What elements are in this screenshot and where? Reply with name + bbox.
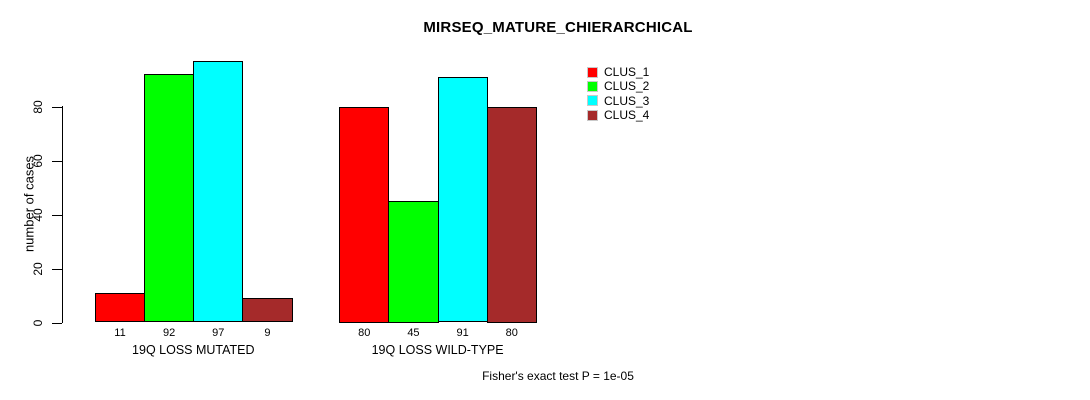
bar-clus_4-group1	[242, 298, 293, 323]
bar-clus_1-group2	[339, 106, 390, 323]
legend-item: CLUS_2	[587, 80, 649, 92]
y-tick-mark	[52, 322, 62, 324]
bar-value-label: 97	[212, 327, 225, 339]
bar-value-label: 80	[505, 327, 518, 339]
y-tick-mark	[52, 106, 62, 108]
legend-swatch-clus_3	[587, 95, 598, 107]
bar-value-label: 9	[264, 327, 271, 339]
legend-item-label: CLUS_1	[604, 65, 650, 79]
bar-clus_2-group1	[144, 74, 195, 323]
y-tick-label: 80	[31, 99, 45, 114]
bar-clus_1-group1	[95, 292, 146, 323]
legend-swatch-clus_2	[587, 80, 598, 92]
y-tick-mark	[52, 214, 62, 216]
category-label: 19Q LOSS WILD-TYPE	[371, 343, 504, 357]
y-tick-mark	[52, 268, 62, 270]
legend-item-label: CLUS_2	[604, 79, 650, 94]
bar-value-label: 92	[163, 327, 176, 339]
legend-item-label: CLUS_4	[604, 108, 650, 123]
fisher-test-annotation: Fisher's exact test P = 1e-05	[482, 369, 634, 383]
legend-swatch-clus_1	[587, 66, 598, 78]
y-tick-label: 40	[31, 207, 45, 222]
category-label: 19Q LOSS MUTATED	[132, 343, 255, 357]
bar-clus_3-group1	[193, 60, 244, 323]
bar-clus_2-group2	[388, 201, 439, 323]
legend-item: CLUS_4	[587, 109, 649, 121]
y-tick-mark	[52, 160, 62, 162]
bar-value-label: 45	[407, 327, 420, 339]
y-tick-label: 60	[31, 153, 45, 168]
y-tick-label: 20	[31, 261, 45, 276]
legend-swatch-clus_4	[587, 109, 598, 121]
chart-title: MIRSEQ_MATURE_CHIERARCHICAL	[423, 19, 693, 36]
legend-item-label: CLUS_3	[604, 93, 650, 108]
y-axis-label: number of cases	[21, 155, 37, 253]
bar-clus_4-group2	[486, 106, 537, 323]
bar-clus_3-group2	[437, 76, 488, 323]
bar-value-label: 11	[114, 327, 126, 339]
y-axis-line	[62, 106, 63, 323]
y-tick-label: 0	[31, 319, 45, 326]
legend-item: CLUS_1	[587, 66, 649, 78]
bar-value-label: 80	[358, 327, 371, 339]
legend-item: CLUS_3	[587, 95, 649, 107]
bar-value-label: 91	[456, 327, 469, 339]
